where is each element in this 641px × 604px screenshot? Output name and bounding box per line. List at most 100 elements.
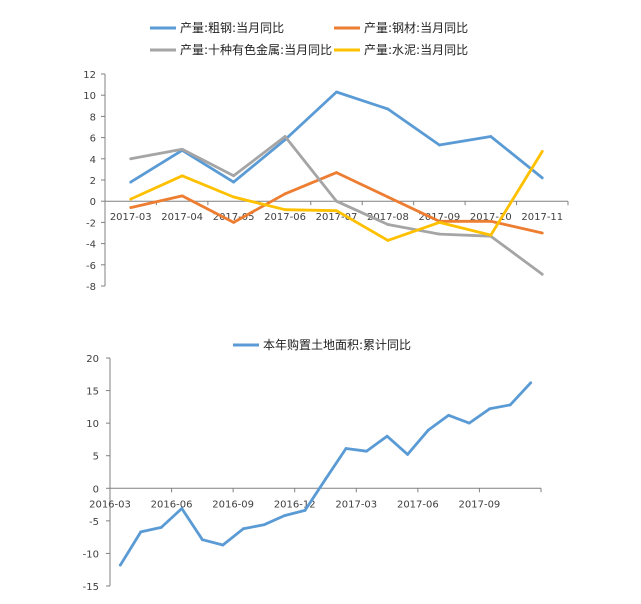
x-tick-label: 2017-07	[316, 212, 358, 223]
data-point	[335, 90, 338, 94]
legend-label: 产量:十种有色金属:当月同比	[180, 42, 332, 57]
y-tick-label: -5	[89, 517, 99, 528]
data-point	[335, 171, 338, 174]
y-tick-label: -4	[86, 240, 96, 251]
data-point	[232, 180, 236, 184]
y-tick-label: 20	[86, 354, 99, 365]
data-point	[488, 407, 492, 411]
y-tick-label: -10	[83, 549, 99, 560]
data-point	[283, 208, 287, 212]
y-tick-label: 12	[83, 70, 96, 81]
data-point	[129, 157, 133, 161]
data-point	[437, 221, 441, 224]
legend-label: 产量:钢材:当月同比	[364, 21, 468, 35]
x-tick-label: 2017-09	[459, 499, 501, 510]
data-point	[426, 428, 430, 432]
x-tick-label: 2017-04	[161, 212, 203, 223]
data-point	[365, 449, 368, 453]
data-point	[242, 527, 245, 531]
y-tick-label: 10	[86, 419, 99, 430]
data-point	[447, 413, 451, 417]
x-tick-label: 2017-09	[418, 212, 460, 223]
data-point	[540, 231, 544, 235]
data-point	[180, 194, 184, 198]
data-point	[529, 381, 533, 385]
legend-label: 产量:粗钢:当月同比	[180, 21, 284, 35]
y-tick-label: -2	[86, 218, 96, 229]
data-point	[489, 135, 493, 138]
legend-label: 本年购置土地面积:累计同比	[263, 337, 411, 352]
data-point	[324, 477, 327, 481]
data-point	[406, 453, 409, 456]
x-tick-label: 2017-05	[213, 212, 255, 223]
data-point	[437, 143, 441, 147]
data-point	[344, 447, 348, 450]
data-point	[180, 174, 184, 178]
data-point	[118, 563, 122, 567]
data-point	[386, 239, 390, 242]
x-tick-label: 2017-11	[521, 212, 563, 223]
data-point	[386, 223, 390, 226]
data-point	[221, 543, 225, 547]
data-point	[262, 523, 266, 527]
data-point	[489, 233, 493, 237]
y-tick-label: 15	[86, 387, 99, 398]
y-tick-label: 0	[93, 484, 99, 495]
data-point	[385, 434, 389, 438]
y-tick-label: 8	[90, 112, 96, 123]
data-point	[232, 195, 236, 199]
y-tick-label: 10	[83, 91, 96, 102]
y-tick-label: -8	[86, 282, 96, 293]
data-point	[129, 197, 133, 201]
data-point	[386, 107, 390, 111]
data-point	[180, 147, 184, 151]
data-point	[437, 232, 441, 236]
x-tick-label: 2016-12	[274, 499, 316, 510]
series-line	[129, 90, 544, 184]
series-line	[130, 150, 544, 242]
data-point	[180, 507, 184, 510]
data-point	[200, 538, 204, 542]
x-tick-label: 2017-03	[335, 499, 377, 510]
x-tick-label: 2017-08	[367, 212, 409, 223]
data-point	[335, 199, 338, 203]
series-line	[119, 381, 532, 566]
data-point	[232, 221, 236, 224]
data-point	[303, 509, 307, 512]
data-point	[283, 514, 286, 518]
y-tick-label: 6	[90, 134, 96, 145]
x-tick-label: 2017-06	[397, 499, 439, 510]
chart-land-purchase-yoy: 本年购置土地面积:累计同比 20 15 10 5 0 -5 -10 -15 2016-03 2016…	[83, 337, 542, 593]
data-point	[232, 174, 236, 178]
data-point	[283, 135, 287, 138]
y-tick-label: -15	[83, 582, 99, 593]
data-point	[335, 209, 338, 213]
x-tick-label: 2016-09	[212, 499, 254, 510]
x-tick-label: 2016-06	[151, 499, 193, 510]
data-point	[386, 195, 390, 199]
data-point	[508, 403, 512, 407]
y-tick-label: 0	[90, 197, 96, 208]
y-tick-label: 2	[90, 176, 96, 187]
series-line	[130, 171, 543, 235]
x-tick-label: 2017-03	[110, 212, 152, 223]
x-tick-label: 2017-10	[470, 212, 512, 223]
y-tick-label: 5	[93, 452, 99, 463]
data-point	[489, 219, 493, 223]
x-tick-label: 2016-03	[89, 499, 131, 510]
legend-label: 产量:水泥:当月同比	[364, 43, 468, 57]
data-point	[159, 525, 163, 529]
x-tick-label: 2017-06	[264, 212, 306, 223]
data-point	[283, 192, 287, 196]
data-point	[540, 272, 544, 276]
data-point	[129, 180, 133, 184]
data-point	[540, 176, 544, 180]
y-tick-label: -6	[86, 261, 96, 272]
data-point	[139, 530, 143, 534]
y-tick-label: 4	[90, 155, 96, 166]
data-point	[467, 421, 471, 425]
data-point	[129, 206, 133, 209]
